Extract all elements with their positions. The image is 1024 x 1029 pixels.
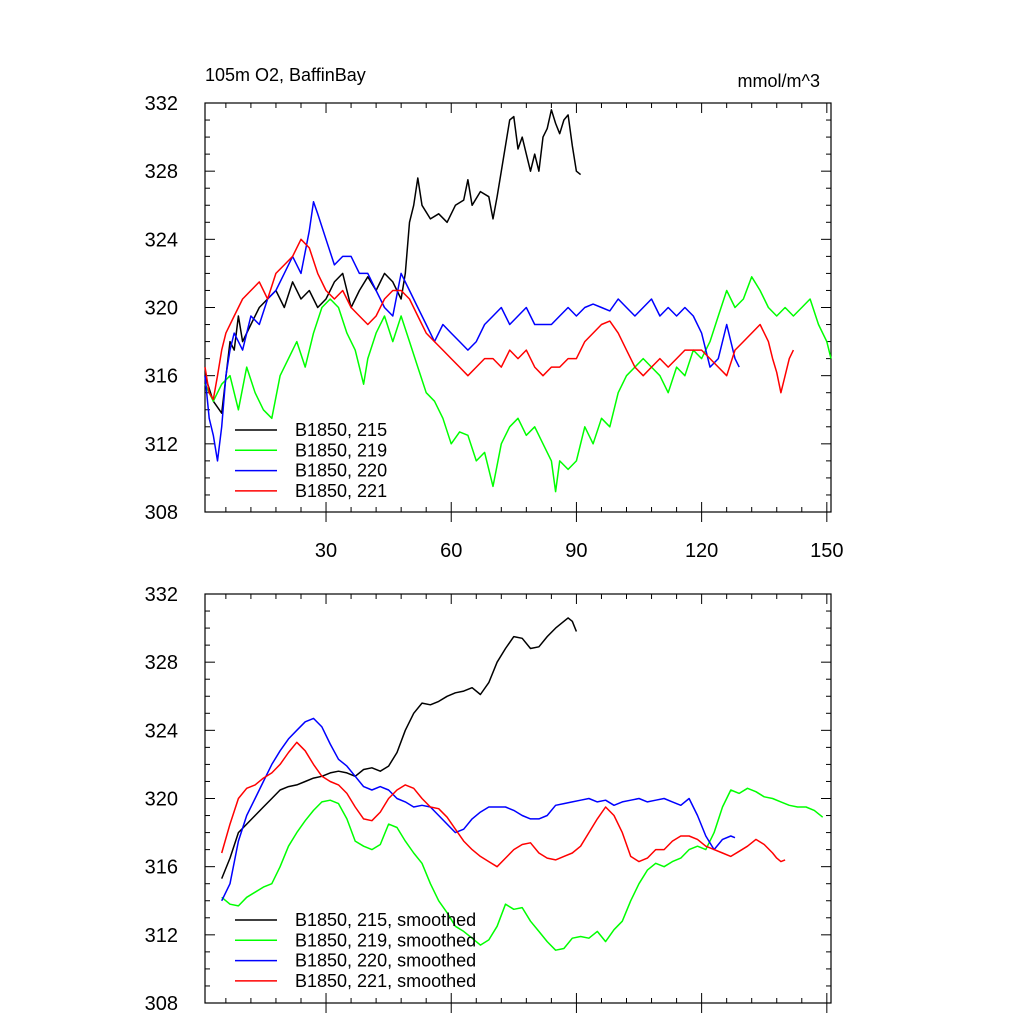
series-line-1 [221, 617, 578, 879]
y-tick-label: 320 [145, 298, 178, 320]
legend-label: B1850, 219 [295, 440, 387, 460]
series-line-3 [221, 717, 736, 902]
series-line-1 [204, 109, 582, 414]
units-label: mmol/m^3 [738, 71, 820, 91]
y-tick-label: 328 [145, 652, 178, 674]
legend-label: B1850, 215, smoothed [295, 910, 476, 930]
chart-title: 105m O2, BaffinBay [205, 65, 366, 85]
series-line-3 [204, 201, 740, 462]
legend-label: B1850, 215 [295, 420, 387, 440]
y-tick-label: 312 [145, 434, 178, 456]
legend-label: B1850, 221 [295, 481, 387, 501]
legend-label: B1850, 220, smoothed [295, 951, 476, 971]
y-tick-label: 308 [145, 993, 178, 1015]
y-tick-label: 316 [145, 857, 178, 879]
legend-label: B1850, 219, smoothed [295, 930, 476, 950]
y-tick-label: 308 [145, 502, 178, 524]
y-tick-label: 324 [145, 720, 178, 742]
y-tick-label: 328 [145, 161, 178, 183]
x-tick-label: 120 [685, 540, 718, 562]
legend-label: B1850, 220 [295, 461, 387, 481]
series-line-2 [204, 276, 832, 493]
x-tick-label: 90 [565, 540, 587, 562]
series-line-4 [220, 741, 786, 868]
x-tick-label: 60 [440, 540, 462, 562]
legend-label: B1850, 221, smoothed [295, 971, 476, 991]
series-line-4 [204, 238, 795, 401]
y-tick-label: 320 [145, 789, 178, 811]
y-tick-label: 316 [145, 366, 178, 388]
y-tick-label: 312 [145, 925, 178, 947]
bottom-panel: 308 312 316 320 324 328 332 B1850, 215, smoothe… [145, 584, 832, 1015]
top-panel: 308 312 316 320 324 328 332 30 60 90 120 150 B1850, … [145, 93, 844, 562]
y-tick-label: 332 [145, 93, 178, 115]
y-tick-label: 324 [145, 229, 178, 251]
y-tick-label: 332 [145, 584, 178, 606]
x-tick-label: 30 [315, 540, 337, 562]
x-tick-label: 150 [810, 540, 843, 562]
series-line-2 [221, 787, 824, 951]
